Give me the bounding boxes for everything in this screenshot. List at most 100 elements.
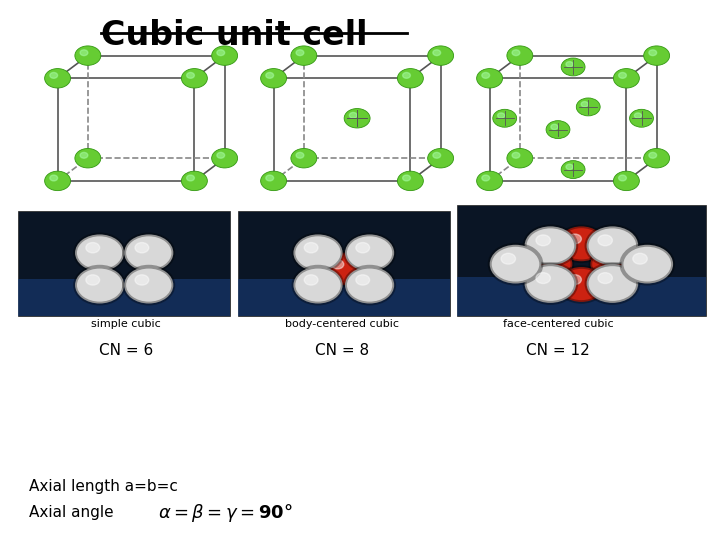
Bar: [457, 205, 706, 316]
Text: Body-centered cubic: Body-centered cubic: [277, 219, 407, 232]
Circle shape: [332, 260, 344, 269]
Text: CN = 8: CN = 8: [315, 343, 369, 358]
Circle shape: [613, 171, 639, 191]
Circle shape: [135, 275, 149, 285]
Text: face-centered cubic: face-centered cubic: [503, 319, 613, 329]
Circle shape: [296, 50, 304, 56]
Text: CN = 6: CN = 6: [99, 343, 153, 358]
Circle shape: [512, 152, 520, 158]
Circle shape: [86, 242, 99, 253]
Text: Cubic unit cell: Cubic unit cell: [101, 19, 367, 52]
Circle shape: [212, 148, 238, 168]
Circle shape: [507, 148, 533, 168]
Circle shape: [124, 234, 174, 271]
Circle shape: [600, 254, 613, 264]
Text: Face centered cubic: Face centered cubic: [495, 219, 621, 232]
Circle shape: [621, 245, 673, 284]
Circle shape: [212, 46, 238, 65]
Circle shape: [526, 247, 572, 281]
Circle shape: [356, 275, 369, 285]
Circle shape: [261, 171, 287, 191]
Circle shape: [492, 109, 517, 127]
Circle shape: [186, 175, 194, 181]
Circle shape: [266, 175, 274, 181]
Text: Simple cubic: Simple cubic: [86, 219, 166, 232]
Circle shape: [561, 58, 585, 76]
Circle shape: [598, 273, 613, 284]
Bar: [18, 279, 230, 316]
Circle shape: [75, 234, 124, 271]
Circle shape: [402, 72, 410, 78]
Text: Axial angle: Axial angle: [29, 505, 114, 521]
Circle shape: [618, 175, 626, 181]
Circle shape: [402, 175, 410, 181]
Circle shape: [558, 267, 605, 302]
Circle shape: [349, 112, 357, 118]
Circle shape: [305, 242, 318, 253]
Circle shape: [536, 273, 550, 284]
Circle shape: [217, 152, 225, 158]
Circle shape: [634, 113, 642, 118]
Circle shape: [561, 160, 585, 179]
Bar: [457, 277, 706, 316]
Circle shape: [428, 148, 454, 168]
Circle shape: [558, 226, 605, 261]
Circle shape: [294, 234, 343, 271]
Circle shape: [507, 46, 533, 65]
Circle shape: [181, 171, 207, 191]
Circle shape: [291, 148, 317, 168]
Circle shape: [590, 247, 637, 281]
Circle shape: [344, 109, 370, 128]
Circle shape: [428, 46, 454, 65]
Circle shape: [566, 164, 573, 170]
Circle shape: [587, 226, 638, 265]
Circle shape: [50, 72, 58, 78]
Circle shape: [649, 50, 657, 56]
Circle shape: [124, 267, 174, 303]
Circle shape: [482, 72, 490, 78]
Circle shape: [477, 69, 503, 88]
Circle shape: [512, 50, 520, 56]
Circle shape: [551, 124, 558, 130]
Circle shape: [80, 152, 88, 158]
Circle shape: [490, 245, 541, 284]
Circle shape: [186, 72, 194, 78]
Circle shape: [80, 50, 88, 56]
Circle shape: [261, 69, 287, 88]
Circle shape: [45, 171, 71, 191]
Circle shape: [633, 253, 647, 264]
Bar: [238, 279, 450, 316]
Circle shape: [477, 171, 503, 191]
Circle shape: [322, 253, 366, 285]
Circle shape: [433, 152, 441, 158]
Circle shape: [45, 69, 71, 88]
Circle shape: [305, 275, 318, 285]
Circle shape: [568, 234, 582, 244]
Circle shape: [566, 62, 573, 67]
Bar: [18, 211, 230, 316]
Circle shape: [644, 46, 670, 65]
Circle shape: [266, 72, 274, 78]
Circle shape: [629, 109, 654, 127]
Text: simple cubic: simple cubic: [91, 319, 161, 329]
Circle shape: [498, 113, 505, 118]
Bar: [238, 211, 450, 316]
Circle shape: [86, 275, 99, 285]
Circle shape: [181, 69, 207, 88]
Circle shape: [217, 50, 225, 56]
Circle shape: [501, 253, 516, 264]
Circle shape: [135, 242, 149, 253]
Text: $\alpha = \beta = \gamma = $$\mathbf{90°}$: $\alpha = \beta = \gamma = $$\mathbf{90°…: [158, 502, 293, 524]
Circle shape: [356, 242, 369, 253]
Circle shape: [536, 235, 550, 246]
Circle shape: [581, 102, 588, 107]
Circle shape: [294, 267, 343, 303]
Circle shape: [618, 72, 626, 78]
Circle shape: [345, 267, 394, 303]
Circle shape: [75, 148, 101, 168]
Circle shape: [75, 46, 101, 65]
Circle shape: [576, 98, 600, 116]
Circle shape: [613, 69, 639, 88]
Text: CN = 12: CN = 12: [526, 343, 590, 358]
Circle shape: [587, 264, 638, 303]
